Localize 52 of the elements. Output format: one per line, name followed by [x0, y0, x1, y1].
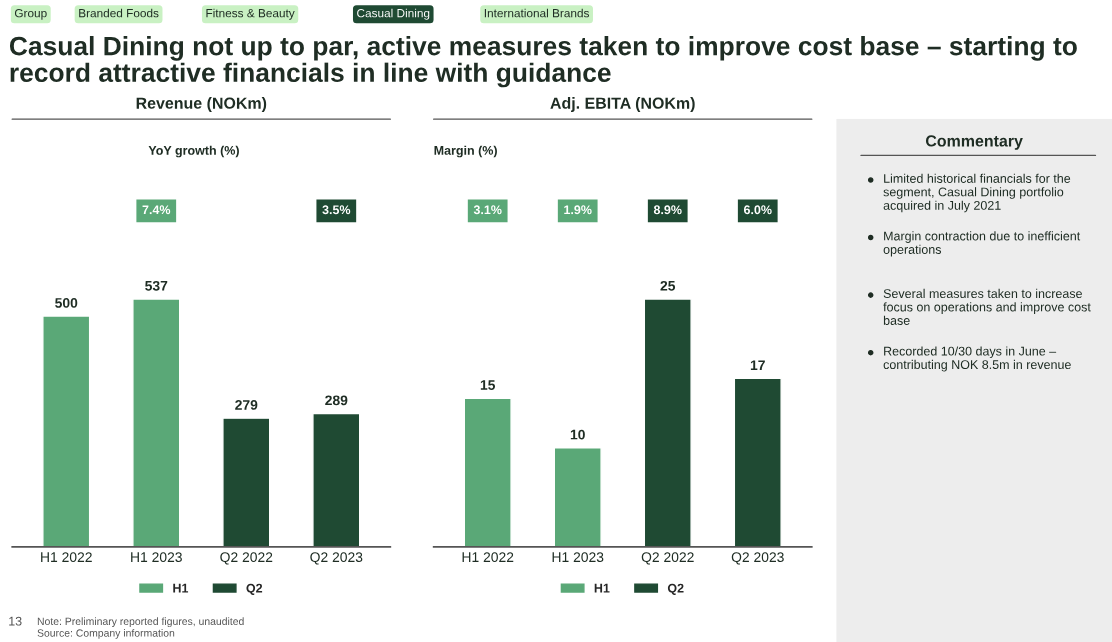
- text: 1.9%: [564, 205, 592, 215]
- bar: [132, 298, 181, 547]
- bar: [222, 417, 271, 547]
- source-note: Source: Company information: [37, 629, 175, 639]
- legend-label: H1: [173, 583, 189, 593]
- text: Commentary: [925, 135, 1023, 150]
- data-label: 500: [55, 297, 78, 308]
- text: Casual Dining: [357, 8, 430, 20]
- text: Group: [14, 9, 47, 20]
- bar: [42, 315, 91, 547]
- text: Recorded 10/30 days in June – contributing NOK 8.5m in revenue: [883, 346, 1071, 372]
- data-label: 537: [145, 280, 168, 291]
- x-tick-label: H1 2022: [41, 552, 92, 563]
- bar: [312, 412, 361, 547]
- x-tick-label: Q2 2022: [220, 552, 273, 565]
- legend-label: Q2: [667, 583, 684, 595]
- x-tick-label: H1 2023: [552, 552, 604, 563]
- text: 3.5%: [322, 205, 351, 215]
- legend-label: H1: [594, 583, 610, 593]
- data-label: 10: [570, 429, 585, 440]
- text: Branded Foods: [79, 8, 159, 18]
- text: Limited historical financials for the segment, Casual Dining portfolio acquired in July 2021: [883, 173, 1071, 213]
- x-tick-label: Q2 2022: [641, 552, 694, 565]
- text: Note: Preliminary reported figures, unaudited: [37, 617, 244, 628]
- text: Casual Dining not up to par, active measures taken to improve cost base – starting to record attractive financials in line with guidance: [9, 36, 1077, 88]
- chart-title: Revenue (NOKm): [136, 97, 267, 112]
- data-label: 289: [325, 395, 348, 406]
- text: 13: [9, 616, 22, 626]
- text: International Brands: [484, 8, 590, 18]
- bar: [463, 397, 512, 547]
- data-label: 279: [235, 400, 258, 410]
- text: 7.4%: [142, 205, 171, 215]
- data-label: 17: [750, 360, 765, 370]
- x-tick-label: H1 2023: [131, 552, 182, 563]
- x-tick-label: Q2 2023: [310, 552, 363, 565]
- bar: [553, 447, 602, 547]
- data-label: 15: [480, 380, 496, 390]
- chart-subtitle: Margin (%): [434, 145, 497, 158]
- text: Several measures taken to increase focus on operations and improve cost base: [883, 288, 1091, 325]
- x-tick-label: Q2 2023: [731, 552, 784, 565]
- bar: [733, 377, 782, 547]
- chart-title: Adj. EBITA (NOKm): [550, 97, 695, 112]
- text: Fitness & Beauty: [206, 8, 295, 20]
- bar: [643, 298, 692, 547]
- x-tick-label: H1 2022: [462, 552, 514, 563]
- chart-subtitle: YoY growth (%): [148, 145, 239, 158]
- text: 8.9%: [653, 205, 682, 215]
- legend-label: Q2: [246, 583, 263, 595]
- data-label: 25: [660, 280, 676, 291]
- text: 3.1%: [473, 205, 502, 215]
- text: 6.0%: [743, 205, 772, 215]
- text: Margin contraction due to inefficient operations: [883, 231, 1081, 257]
